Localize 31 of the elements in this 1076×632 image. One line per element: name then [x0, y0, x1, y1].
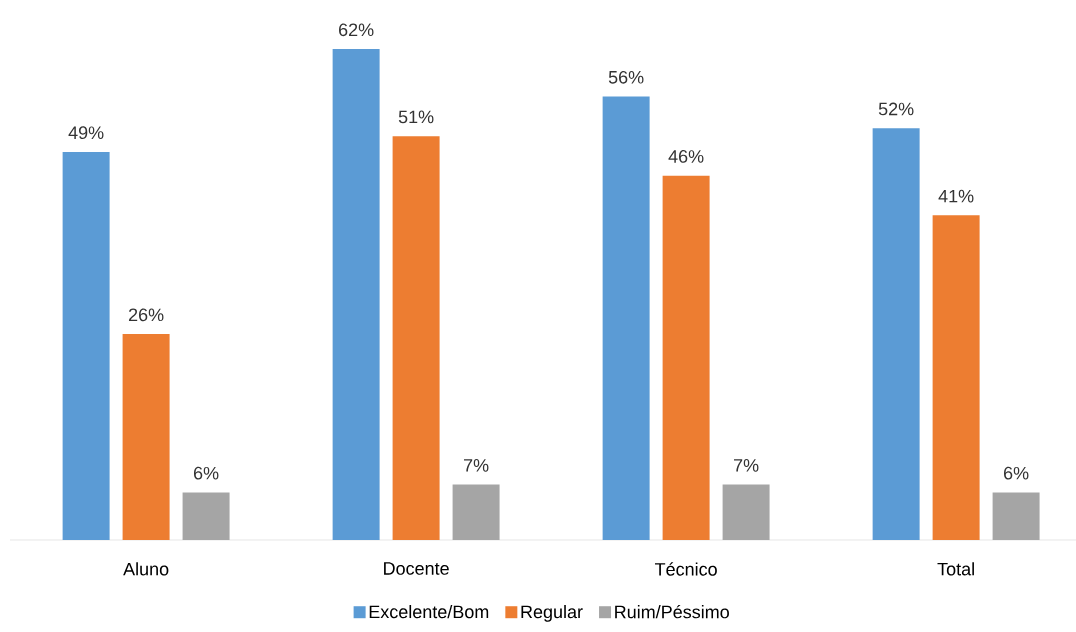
bar [182, 492, 230, 540]
bar [392, 136, 440, 540]
data-label: 49% [68, 126, 104, 140]
data-label: 7% [734, 459, 759, 472]
legend-label: Excelente/Bom [369, 605, 489, 619]
bar [722, 484, 770, 540]
bar [872, 128, 920, 540]
data-label: 41% [938, 189, 974, 203]
bar [932, 215, 980, 540]
bar [662, 175, 710, 540]
bar [992, 492, 1040, 540]
data-label: 6% [1004, 466, 1029, 480]
legend-label: Ruim/Péssimo [615, 604, 729, 619]
data-label: 56% [608, 70, 644, 84]
bar [62, 152, 110, 540]
legend-label: Regular [521, 605, 583, 622]
data-label: 7% [463, 459, 489, 472]
bar [122, 334, 170, 540]
data-label: 52% [878, 102, 914, 116]
data-label: 62% [339, 23, 374, 37]
bar [332, 49, 380, 540]
data-label: 6% [193, 466, 219, 480]
x-tick-label: Aluno [123, 562, 169, 576]
data-label: 51% [398, 110, 434, 124]
x-tick-label: Total [937, 562, 974, 576]
x-tick-label: Técnico [654, 562, 717, 576]
data-label: 46% [668, 150, 704, 163]
bar [602, 96, 650, 540]
bar [452, 484, 500, 540]
data-label: 26% [128, 308, 164, 322]
x-tick-label: Docente [384, 562, 449, 575]
